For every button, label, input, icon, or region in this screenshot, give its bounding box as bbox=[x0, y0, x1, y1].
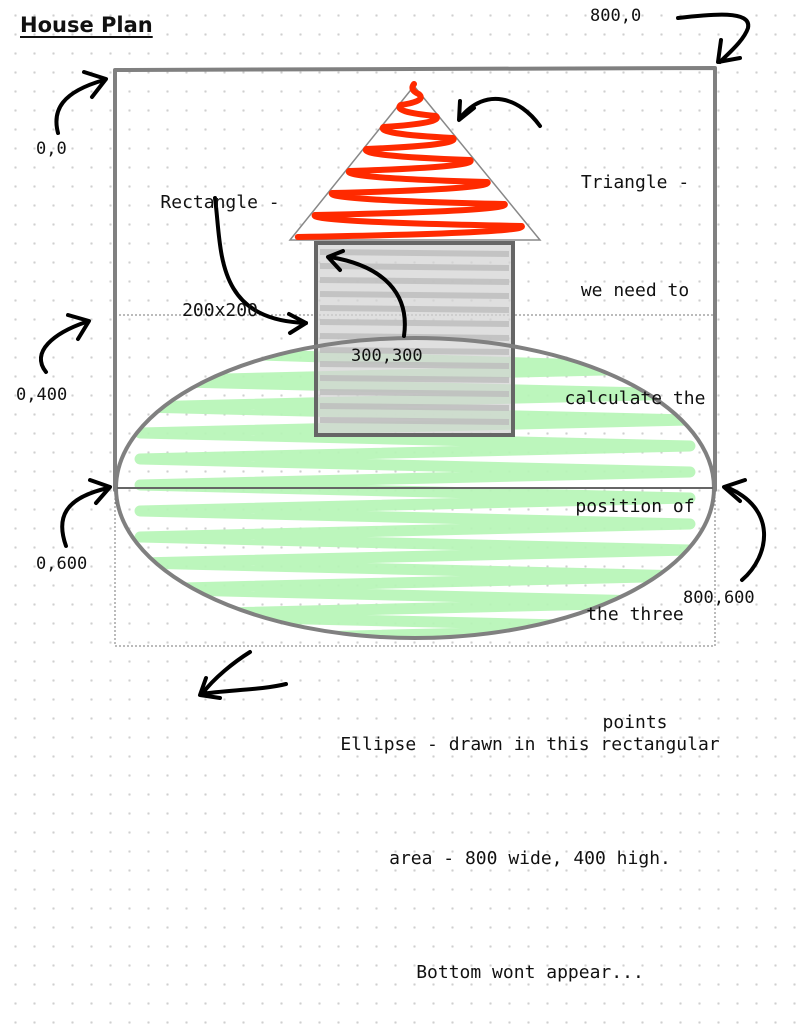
arrow-top-right-icon bbox=[676, 12, 751, 64]
triangle-annotation: Triangle - we need to calculate the posi… bbox=[545, 93, 725, 777]
arrow-rectangle-label-icon bbox=[213, 196, 308, 335]
ellipse-annotation-line-1: Ellipse - drawn in this rectangular bbox=[340, 734, 720, 755]
arrow-rect-corner-icon bbox=[326, 249, 407, 338]
arrow-triangle-icon bbox=[457, 97, 542, 128]
rectangle-annotation: Rectangle - 200x200 bbox=[130, 113, 310, 365]
roof-red-scribble bbox=[294, 81, 525, 240]
arrow-top-left-icon bbox=[54, 70, 108, 135]
rect-shade-stroke bbox=[319, 361, 510, 369]
rect-shade-stroke bbox=[319, 403, 510, 411]
ellipse-annotation: Ellipse - drawn in this rectangular area… bbox=[295, 650, 765, 1030]
coord-top-left: 0,0 bbox=[36, 139, 67, 159]
house-plan-diagram bbox=[38, 12, 766, 700]
rect-shade-stroke bbox=[319, 305, 510, 313]
arrow-bottom-left-icon bbox=[60, 478, 112, 548]
rect-shade-stroke bbox=[319, 291, 510, 299]
rect-shade-stroke bbox=[319, 417, 510, 425]
rectangle-annotation-line-2: 200x200 bbox=[182, 300, 258, 321]
rect-shade-stroke bbox=[319, 249, 510, 257]
arrow-mid-left-icon bbox=[38, 313, 91, 374]
rect-shade-stroke bbox=[319, 277, 510, 285]
coord-mid-left: 0,400 bbox=[16, 385, 68, 405]
rect-shade-stroke bbox=[319, 375, 510, 383]
coord-bottom-left: 0,600 bbox=[36, 554, 88, 574]
rect-shade-stroke bbox=[319, 263, 510, 271]
coord-bottom-right: 800,600 bbox=[683, 588, 755, 608]
rect-shade-stroke bbox=[319, 389, 510, 397]
ellipse-annotation-line-3: Bottom wont appear... bbox=[416, 962, 644, 983]
rect-shade-stroke bbox=[319, 319, 510, 327]
coord-rect-corner: 300,300 bbox=[351, 346, 423, 366]
canvas-frame bbox=[113, 66, 717, 492]
ellipse-annotation-line-2: area - 800 wide, 400 high. bbox=[389, 848, 671, 869]
triangle-annotation-line-6: points bbox=[602, 712, 668, 733]
arrow-bottom-right-icon bbox=[722, 478, 766, 582]
triangle-annotation-line-4: position of bbox=[575, 496, 695, 517]
rectangle-annotation-line-1: Rectangle - bbox=[160, 192, 280, 213]
triangle-annotation-line-1: Triangle - bbox=[580, 172, 690, 193]
triangle-annotation-line-5: the three bbox=[586, 604, 684, 625]
coord-top-right: 800,0 bbox=[590, 6, 642, 26]
rect-shade-stroke bbox=[319, 347, 510, 355]
page-title: House Plan bbox=[20, 13, 153, 37]
triangle-annotation-line-2: we need to bbox=[580, 280, 690, 301]
triangle-annotation-line-3: calculate the bbox=[564, 388, 706, 409]
arrow-ellipse-label-icon bbox=[198, 650, 288, 700]
